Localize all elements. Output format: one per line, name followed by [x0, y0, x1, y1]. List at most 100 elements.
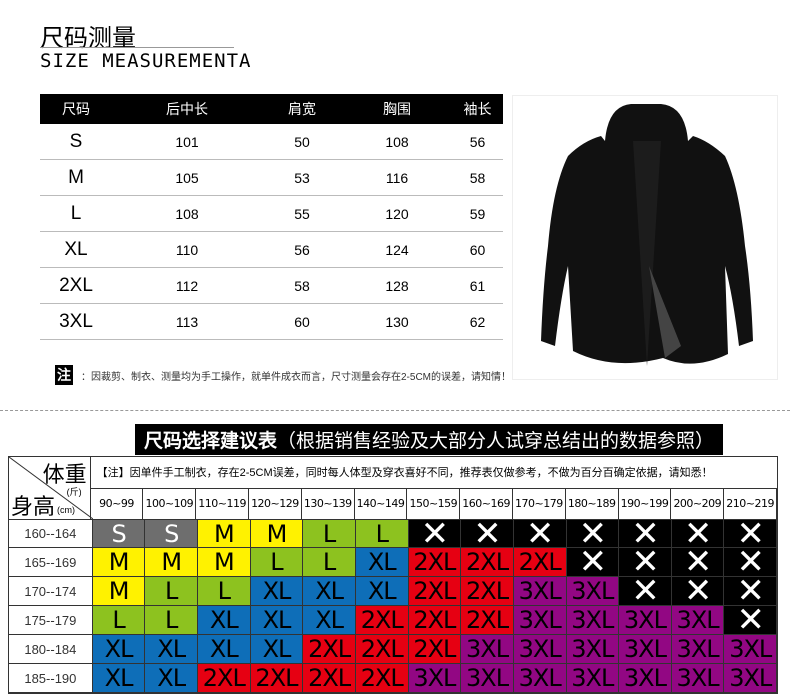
- size-cell: 2XL: [59, 274, 93, 296]
- size-cell: M: [198, 548, 251, 577]
- size-cell: XL: [145, 664, 199, 693]
- size-cell: XL: [64, 238, 88, 260]
- measure-cell: 116: [385, 169, 409, 186]
- measure-cell: 128: [385, 277, 409, 294]
- measure-cell: 59: [469, 205, 486, 222]
- size-cell: 2XL: [408, 548, 462, 577]
- measurement-note: 注 ：因裁剪、制衣、测量均为手工操作，就单件成衣而言，尺寸测量会存在2-5CM的…: [55, 365, 511, 385]
- size-cell: L: [145, 606, 199, 635]
- size-cell: 3XL: [461, 664, 514, 693]
- size-cell: XL: [92, 664, 146, 693]
- size-cell: L: [198, 577, 251, 606]
- unavailable-cell: ✕: [619, 548, 672, 577]
- unavailable-cell: ✕: [513, 520, 567, 548]
- size-cell: 3XL: [461, 635, 514, 664]
- table-row: 165--169 M M M L L XL 2XL 2XL 2XL ✕ ✕ ✕ ✕: [9, 548, 778, 577]
- table-row: 170--174 M L L XL XL XL 2XL 2XL 3XL 3XL ✕ ✕ ✕: [9, 577, 778, 606]
- note-text: ：因裁剪、制衣、测量均为手工操作，就单件成衣而言，尺寸测量会存在2-5CM的误差…: [81, 371, 512, 383]
- size-cell: L: [92, 606, 146, 635]
- size-cell: M: [92, 577, 146, 606]
- section-divider: [0, 410, 790, 411]
- measure-cell: 56: [469, 133, 486, 150]
- height-range: 175--179: [9, 606, 93, 635]
- measure-cell: 101: [175, 133, 199, 150]
- height-range: 180--184: [9, 635, 93, 664]
- size-cell: 3XL: [566, 664, 620, 693]
- size-cell: M: [92, 548, 146, 577]
- size-cell: 3XL: [566, 577, 620, 606]
- measure-cell: 62: [469, 313, 486, 330]
- column-header: 尺码: [62, 101, 90, 117]
- table-corner: 体重 (斤) 身高 (cm): [9, 457, 93, 519]
- size-cell: XL: [355, 577, 409, 606]
- size-cell: 3XL: [671, 635, 725, 664]
- size-cell: S: [92, 520, 146, 548]
- weight-unit: (斤): [66, 487, 82, 497]
- size-cell: 3XL: [566, 635, 620, 664]
- size-cell: 2XL: [513, 548, 567, 577]
- measure-cell: 56: [294, 241, 310, 258]
- size-cell: S: [145, 520, 199, 548]
- height-range: 185--190: [9, 664, 93, 693]
- measure-cell: 55: [294, 205, 310, 222]
- table-row: 160--164 S S M M L L ✕ ✕ ✕ ✕ ✕ ✕ ✕: [9, 519, 778, 548]
- size-cell: 3XL: [513, 664, 567, 693]
- height-label: 身高: [11, 494, 56, 519]
- size-cell: 3XL: [408, 664, 462, 693]
- table-row: 180--184 XL XL XL XL 2XL 2XL 2XL 3XL 3XL 3XL 3XL 3XL…: [9, 635, 778, 664]
- measure-cell: 112: [175, 277, 199, 294]
- height-range: 165--169: [9, 548, 93, 577]
- unavailable-cell: ✕: [671, 577, 725, 606]
- size-cell: 2XL: [250, 664, 304, 693]
- size-cell: XL: [250, 635, 304, 664]
- unavailable-cell: ✕: [619, 577, 672, 606]
- size-cell: 2XL: [355, 635, 409, 664]
- recommendation-title-rest: （根据销售经验及大部分人试穿总结出的数据参照）: [277, 431, 715, 452]
- unavailable-cell: ✕: [724, 606, 778, 635]
- unavailable-cell: ✕: [724, 520, 778, 548]
- unavailable-cell: ✕: [671, 520, 725, 548]
- measure-cell: 108: [175, 205, 199, 222]
- weight-range: 210~219: [724, 488, 777, 519]
- size-cell: 3XL: [513, 635, 567, 664]
- size-cell: M: [68, 166, 84, 188]
- size-cell: XL: [198, 606, 251, 635]
- table-row: 185--190 XL XL 2XL 2XL 2XL 2XL 3XL 3XL 3XL 3XL 3XL 3…: [9, 664, 778, 693]
- recommendation-title: 尺码选择建议表 （根据销售经验及大部分人试穿总结出的数据参照）: [135, 424, 723, 455]
- measure-cell: 120: [385, 205, 409, 222]
- column-header: 胸围: [383, 101, 411, 117]
- size-cell: 2XL: [355, 664, 409, 693]
- size-cell: 3XL: [619, 635, 672, 664]
- table-row: XL 110 56 124 60: [40, 232, 503, 268]
- measure-cell: 130: [385, 313, 409, 330]
- size-recommendation-table: 体重 (斤) 身高 (cm) 【注】因单件手工制衣，存在2-5CM误差，同时每人…: [8, 456, 778, 694]
- size-cell: L: [250, 548, 304, 577]
- measure-cell: 50: [294, 133, 310, 150]
- weight-range: 180~189: [566, 488, 619, 519]
- size-cell: 3XL: [566, 606, 620, 635]
- column-header: 袖长: [463, 101, 492, 117]
- table-row: S 101 50 108 56: [40, 124, 503, 160]
- size-cell: 2XL: [355, 606, 409, 635]
- size-cell: 2XL: [461, 606, 514, 635]
- weight-range: 140~149: [355, 488, 408, 519]
- size-cell: L: [303, 520, 356, 548]
- weight-header-row: 90~99 100~109 110~119 120~129 130~139 140~149…: [91, 488, 777, 519]
- unavailable-cell: ✕: [566, 548, 620, 577]
- size-cell: XL: [250, 606, 304, 635]
- size-cell: XL: [303, 577, 356, 606]
- weight-range: 90~99: [91, 488, 144, 519]
- table-row: L 108 55 120 59: [40, 196, 503, 232]
- measurement-header-row: 尺码 后中长 肩宽 胸围 袖长: [40, 94, 503, 124]
- weight-range: 160~169: [460, 488, 514, 519]
- measure-cell: 58: [469, 169, 486, 186]
- weight-label: 体重: [42, 462, 87, 487]
- table-row: 3XL 113 60 130 62: [40, 304, 503, 340]
- measure-cell: 108: [385, 133, 409, 150]
- measurement-table: 尺码 后中长 肩宽 胸围 袖长 S 101 50 108 56 M 105 53 116 58 L 108 55 1…: [40, 94, 503, 340]
- size-cell: 2XL: [408, 606, 462, 635]
- weight-range: 110~119: [196, 488, 250, 519]
- measure-cell: 60: [469, 241, 486, 258]
- size-cell: M: [198, 520, 251, 548]
- size-cell: 2XL: [408, 577, 462, 606]
